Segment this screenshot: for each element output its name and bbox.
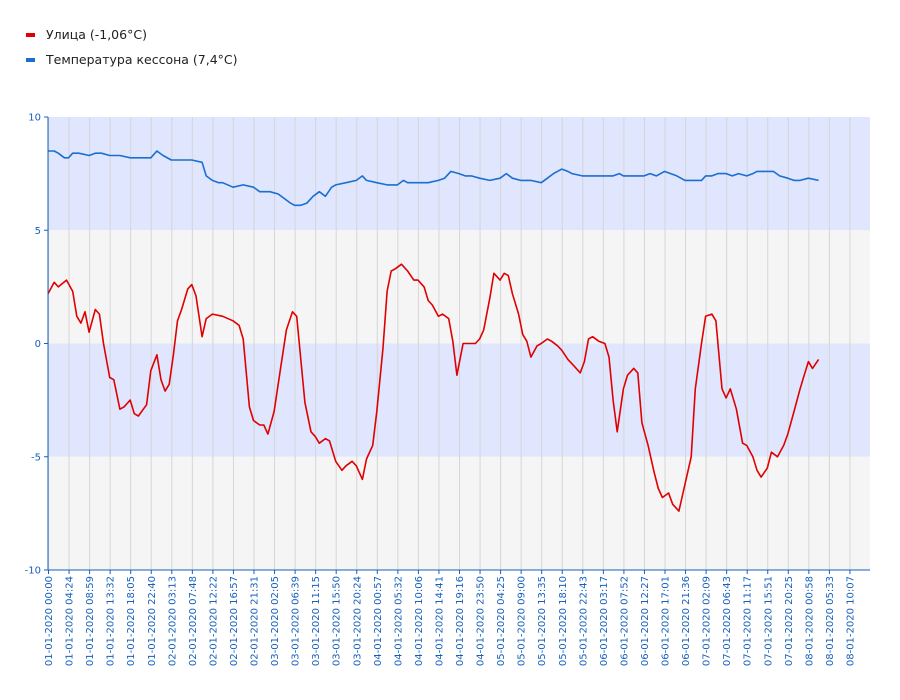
x-tick-label-9: 02-01-2020 16:57 bbox=[229, 576, 240, 666]
x-tick-label-28: 06-01-2020 07:52 bbox=[619, 576, 630, 666]
x-tick-label-13: 03-01-2020 11:15 bbox=[311, 576, 322, 666]
legend-item-caisson: Температура кессона (7,4°C) bbox=[26, 47, 238, 72]
x-tick-label-19: 04-01-2020 14:41 bbox=[434, 576, 445, 666]
legend-item-street: Улица (-1,06°C) bbox=[26, 22, 238, 47]
x-tick-label-39: 08-01-2020 10:07 bbox=[845, 576, 856, 666]
series-line-1 bbox=[48, 150, 819, 207]
x-tick-label-23: 05-01-2020 09:00 bbox=[517, 576, 528, 666]
x-tick-label-7: 02-01-2020 07:48 bbox=[188, 576, 199, 666]
x-tick-label-20: 04-01-2020 19:16 bbox=[455, 576, 466, 666]
x-tick-label-25: 05-01-2020 18:10 bbox=[558, 576, 569, 666]
x-tick-label-36: 07-01-2020 20:25 bbox=[784, 576, 795, 666]
x-tick-label-30: 06-01-2020 17:01 bbox=[661, 576, 672, 666]
x-tick-label-6: 02-01-2020 03:13 bbox=[167, 576, 178, 666]
x-tick-label-37: 08-01-2020 00:58 bbox=[804, 576, 815, 666]
x-tick-label-24: 05-01-2020 13:35 bbox=[537, 576, 548, 666]
y-tick-label-2: 0 bbox=[35, 339, 41, 350]
x-tick-label-8: 02-01-2020 12:22 bbox=[208, 576, 219, 666]
x-tick-label-33: 07-01-2020 06:43 bbox=[722, 576, 733, 666]
x-tick-label-16: 04-01-2020 00:57 bbox=[373, 576, 384, 666]
x-tick-label-4: 01-01-2020 18:05 bbox=[126, 576, 137, 666]
legend-swatch-street bbox=[26, 32, 35, 37]
x-tick-labels: 01-01-2020 00:00 01-01-2020 04:24 01-01-20… bbox=[44, 576, 856, 666]
axes bbox=[44, 116, 870, 574]
x-tick-label-11: 03-01-2020 02:05 bbox=[270, 576, 281, 666]
y-tick-labels: 10 5 0 -5 -10 bbox=[25, 113, 41, 577]
y-tick-label-4: -10 bbox=[25, 566, 41, 577]
y-tick-label-1: 5 bbox=[35, 226, 41, 237]
legend-label-caisson: Температура кессона (7,4°C) bbox=[46, 52, 238, 67]
series-lines bbox=[47, 150, 820, 512]
x-tick-label-10: 02-01-2020 21:31 bbox=[250, 576, 261, 666]
x-tick-label-5: 01-01-2020 22:40 bbox=[147, 576, 158, 666]
x-tick-label-3: 01-01-2020 13:32 bbox=[106, 576, 117, 666]
legend-label-street: Улица (-1,06°C) bbox=[46, 27, 147, 42]
series-line-0 bbox=[47, 263, 820, 512]
x-tick-label-12: 03-01-2020 06:39 bbox=[291, 576, 302, 666]
y-tick-label-3: -5 bbox=[31, 452, 41, 463]
x-tick-label-15: 03-01-2020 20:24 bbox=[352, 576, 363, 666]
x-tick-label-21: 04-01-2020 23:50 bbox=[476, 576, 487, 666]
x-tick-label-17: 04-01-2020 05:32 bbox=[393, 576, 404, 666]
x-tick-label-18: 04-01-2020 10:06 bbox=[414, 576, 425, 666]
legend-swatch-caisson bbox=[26, 57, 35, 62]
x-tick-label-26: 05-01-2020 22:43 bbox=[578, 576, 589, 666]
x-tick-label-2: 01-01-2020 08:59 bbox=[85, 576, 96, 666]
x-tick-label-29: 06-01-2020 12:27 bbox=[640, 576, 651, 666]
x-tick-label-1: 01-01-2020 04:24 bbox=[65, 576, 76, 666]
x-tick-label-34: 07-01-2020 11:17 bbox=[743, 576, 754, 666]
x-tick-label-32: 07-01-2020 02:09 bbox=[702, 576, 713, 666]
x-tick-label-35: 07-01-2020 15:51 bbox=[763, 576, 774, 666]
x-tick-label-38: 08-01-2020 05:33 bbox=[825, 576, 836, 666]
y-tick-label-0: 10 bbox=[28, 113, 41, 124]
x-tick-label-27: 06-01-2020 03:17 bbox=[599, 576, 610, 666]
x-tick-label-14: 03-01-2020 15:50 bbox=[332, 576, 343, 666]
x-tick-label-22: 05-01-2020 04:25 bbox=[496, 576, 507, 666]
legend: Улица (-1,06°C) Температура кессона (7,4… bbox=[26, 22, 238, 72]
x-tick-label-31: 06-01-2020 21:36 bbox=[681, 576, 692, 666]
x-tick-label-0: 01-01-2020 00:00 bbox=[44, 576, 55, 666]
vertical-gridlines bbox=[48, 117, 851, 570]
